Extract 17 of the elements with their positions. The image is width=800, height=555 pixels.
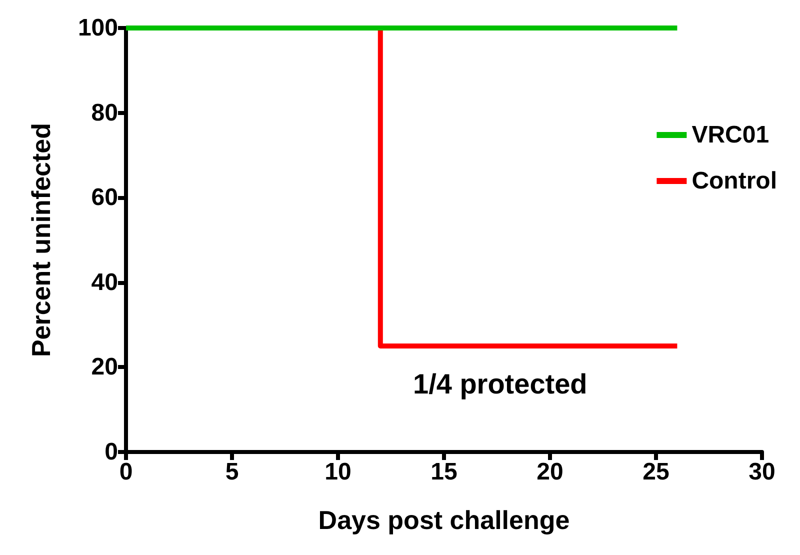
x-tick-label: 25 <box>642 458 670 486</box>
x-axis-title: Days post challenge <box>318 505 570 535</box>
annotation: 1/4 protected <box>413 368 588 400</box>
y-tick-label: 20 <box>91 354 118 381</box>
x-tick-label: 5 <box>225 458 239 486</box>
y-tick-label: 0 <box>104 438 118 466</box>
y-tick-label: 80 <box>91 99 118 126</box>
y-tick-label: 60 <box>91 184 118 212</box>
y-tick-label: 100 <box>78 14 118 42</box>
legend-label: VRC01 <box>692 122 770 148</box>
y-tick-label: 40 <box>91 268 118 296</box>
y-axis-title: Percent uninfected <box>26 122 56 358</box>
x-tick-label: 15 <box>430 458 458 486</box>
x-tick-label: 30 <box>748 458 776 486</box>
x-tick-label: 10 <box>324 458 352 486</box>
legend-label: Control <box>692 168 777 194</box>
x-tick-label: 20 <box>536 458 564 486</box>
